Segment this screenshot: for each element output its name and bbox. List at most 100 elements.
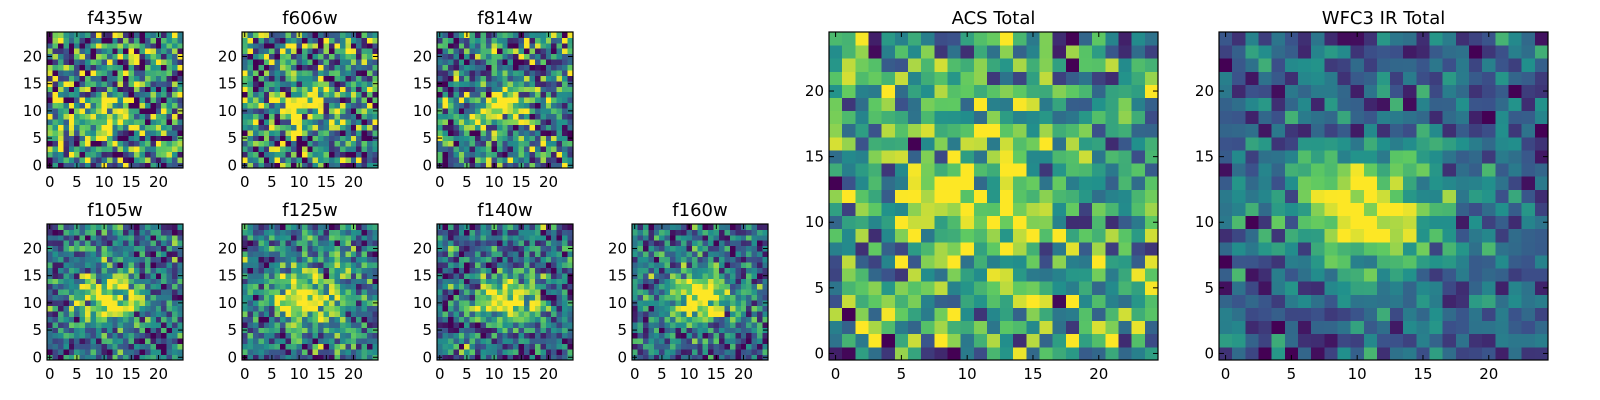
heatmap-cell (323, 300, 330, 306)
heatmap-cell (172, 113, 178, 120)
heatmap-cell (556, 119, 563, 125)
heatmap-cell (697, 327, 704, 334)
heatmap-cell (345, 349, 352, 355)
heatmap-cell (529, 113, 536, 120)
heatmap-cell (356, 321, 363, 328)
heatmap-cell (356, 245, 363, 252)
heatmap-cell (1118, 163, 1133, 177)
heatmap-cell (485, 146, 492, 153)
heatmap-cell (540, 64, 547, 71)
heatmap-cell (356, 146, 363, 153)
heatmap-cell (562, 289, 568, 296)
heatmap-cell (74, 240, 81, 247)
heatmap-cell (144, 75, 151, 82)
heatmap-cell (713, 321, 720, 328)
heatmap-cell (469, 245, 476, 252)
heatmap-cell (269, 321, 276, 328)
heatmap-cell (855, 346, 869, 361)
heatmap-cell (502, 278, 509, 285)
heatmap-cell (269, 316, 276, 323)
heatmap-cell (447, 267, 454, 274)
heatmap-cell (318, 140, 324, 147)
heatmap-cell (480, 327, 487, 334)
heatmap-cell (708, 229, 714, 236)
heatmap-cell (334, 102, 341, 109)
heatmap-cell (475, 129, 481, 136)
heatmap-cell (496, 354, 503, 361)
heatmap-cell (507, 300, 514, 306)
heatmap-cell (63, 278, 70, 285)
heatmap-cell (79, 338, 86, 345)
heatmap-cell (280, 240, 286, 247)
heatmap-cell (63, 113, 70, 120)
heatmap-cell (518, 91, 525, 98)
heatmap-cell (312, 338, 319, 345)
heatmap-cell (361, 91, 368, 98)
heatmap-cell (464, 229, 471, 236)
heatmap-cell (751, 272, 758, 279)
heatmap-cell (329, 151, 335, 158)
heatmap-cell (534, 75, 541, 82)
heatmap-cell (540, 135, 547, 142)
heatmap-cell (496, 332, 503, 339)
heatmap-cell (729, 332, 736, 339)
heatmap-cell (323, 343, 330, 350)
heatmap-cell (637, 311, 644, 317)
heatmap-cell (697, 294, 704, 301)
heatmap-cell (491, 70, 498, 76)
heatmap-cell (947, 176, 961, 190)
panel-title: f125w (282, 200, 337, 221)
heatmap-cell (1092, 294, 1106, 308)
heatmap-cell (258, 108, 265, 114)
heatmap-cell (345, 338, 352, 345)
heatmap-cell (128, 234, 135, 241)
heatmap-cell (128, 140, 135, 147)
heatmap-cell (513, 349, 519, 355)
heatmap-cell (90, 135, 97, 142)
heatmap-cell (252, 70, 259, 76)
heatmap-cell (868, 294, 883, 308)
heatmap-cell (491, 294, 498, 301)
heatmap-cell (263, 32, 270, 38)
heatmap-cell (907, 281, 922, 295)
heatmap-cell (117, 234, 124, 241)
heatmap-cell (52, 229, 59, 236)
heatmap-cell (57, 129, 64, 136)
heatmap-cell (307, 234, 314, 241)
heatmap-cell (329, 146, 335, 153)
heatmap-cell (502, 349, 509, 355)
heatmap-cell (139, 113, 146, 120)
heatmap-cell (161, 80, 168, 87)
heatmap-cell (491, 113, 498, 120)
heatmap-cell (166, 91, 173, 98)
heatmap-cell (356, 91, 363, 98)
heatmap-cell (312, 70, 319, 76)
heatmap-cell (534, 124, 541, 131)
heatmap-cell (458, 327, 465, 334)
heatmap-cell (112, 97, 119, 104)
heatmap-cell (144, 262, 151, 268)
heatmap-cell (242, 343, 248, 350)
heatmap-cell (491, 240, 498, 247)
heatmap-cell (63, 311, 70, 317)
heatmap-cell (161, 32, 168, 38)
heatmap-cell (361, 300, 368, 306)
heatmap-cell (334, 146, 341, 153)
heatmap-cell (518, 80, 525, 87)
heatmap-cell (63, 272, 70, 279)
heatmap-cell (367, 327, 373, 334)
heatmap-cell (496, 283, 503, 290)
heatmap-cell (670, 311, 676, 317)
heatmap-cell (134, 256, 140, 263)
heatmap-cell (280, 234, 286, 241)
heatmap-cell (724, 327, 731, 334)
heatmap-cell (139, 224, 146, 230)
heatmap-cell (855, 189, 869, 203)
heatmap-cell (719, 256, 725, 263)
heatmap-cell (323, 48, 330, 55)
heatmap-cell (95, 157, 102, 163)
heatmap-cell (545, 343, 552, 350)
heatmap-cell (68, 278, 75, 285)
heatmap-cell (52, 162, 59, 169)
heatmap-cell (518, 311, 525, 317)
